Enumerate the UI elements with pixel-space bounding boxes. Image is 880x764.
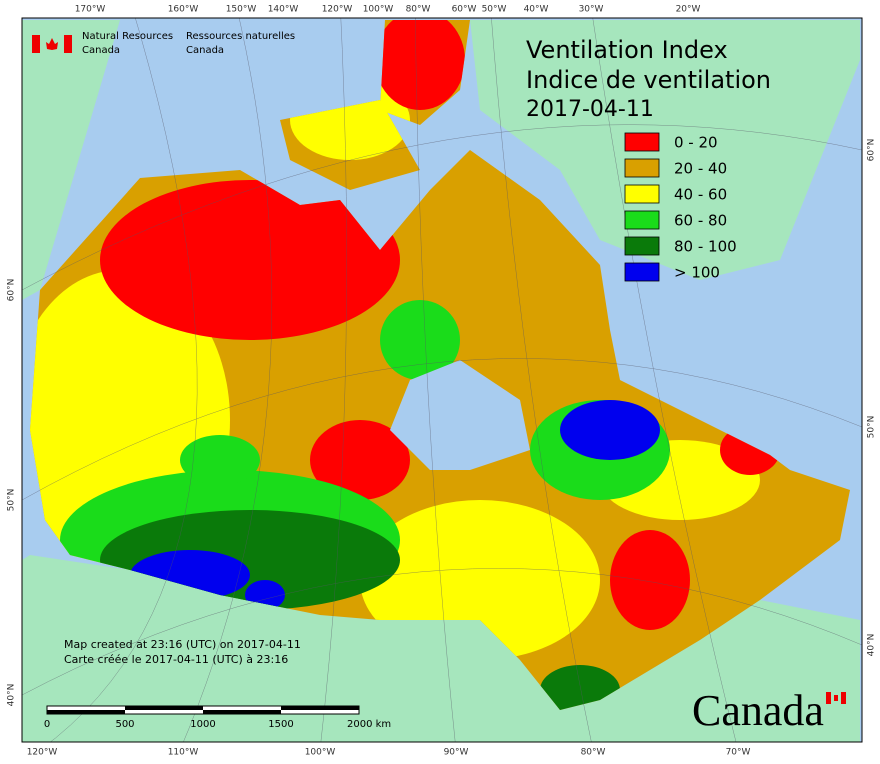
hudson-bay	[390, 360, 530, 470]
latitude-label: 50°N	[7, 489, 17, 512]
agency-en: Canada	[82, 45, 120, 56]
legend-swatch	[624, 262, 660, 282]
longitude-label: 100°W	[305, 748, 336, 758]
legend-swatch	[624, 184, 660, 204]
legend-swatch	[624, 132, 660, 152]
agency-fr: Ressources naturelles	[186, 31, 295, 42]
latitude-label: 50°N	[867, 416, 877, 439]
legend-label: 60 - 80	[674, 212, 727, 230]
legend-swatch	[624, 210, 660, 230]
scale-label: 2000 km	[347, 719, 391, 730]
map-title: Ventilation Index	[526, 36, 728, 64]
scale-label: 500	[115, 719, 134, 730]
legend-swatch	[624, 236, 660, 256]
footer-note: Carte créée le 2017-04-11 (UTC) à 23:16	[64, 653, 288, 666]
united-states	[22, 555, 860, 742]
latitude-label: 60°N	[867, 139, 877, 162]
map-frame	[21, 17, 863, 743]
latitude-label: 40°N	[867, 634, 877, 657]
longitude-label: 160°W	[168, 5, 199, 15]
legend-swatch	[624, 158, 660, 178]
map-date: 2017-04-11	[526, 97, 654, 122]
longitude-label: 110°W	[168, 748, 199, 758]
scale-label: 0	[44, 719, 50, 730]
map-body	[22, 18, 862, 742]
alaska	[22, 20, 120, 300]
scale-label: 1500	[268, 719, 293, 730]
legend-label: 40 - 60	[674, 186, 727, 204]
longitude-label: 140°W	[268, 5, 299, 15]
longitude-label: 170°W	[75, 5, 106, 15]
longitude-label: 50°W	[482, 5, 507, 15]
longitude-label: 30°W	[579, 5, 604, 15]
longitude-label: 90°W	[444, 748, 469, 758]
wordmark-flag	[826, 692, 846, 704]
longitude-label: 80°W	[581, 748, 606, 758]
longitude-label: 120°W	[27, 748, 58, 758]
greenland	[470, 20, 860, 280]
agency-fr: Canada	[186, 45, 224, 56]
longitude-label: 100°W	[363, 5, 394, 15]
scale-bar	[46, 705, 360, 715]
legend-label: 20 - 40	[674, 160, 727, 178]
latitude-label: 40°N	[7, 684, 17, 707]
map-title: Indice de ventilation	[526, 66, 771, 94]
latitude-label: 60°N	[7, 279, 17, 302]
legend-label: 0 - 20	[674, 134, 718, 152]
legend-label: 80 - 100	[674, 238, 737, 256]
longitude-label: 120°W	[322, 5, 353, 15]
longitude-label: 80°W	[406, 5, 431, 15]
agency-logo	[32, 35, 72, 53]
graticule-lines	[22, 18, 862, 742]
wordmark: Canada	[692, 686, 824, 735]
longitude-label: 40°W	[524, 5, 549, 15]
scale-label: 1000	[190, 719, 215, 730]
agency-en: Natural Resources	[82, 31, 173, 42]
longitude-label: 60°W	[452, 5, 477, 15]
footer-note: Map created at 23:16 (UTC) on 2017-04-11	[64, 638, 301, 651]
longitude-label: 70°W	[726, 748, 751, 758]
legend-label: > 100	[674, 264, 720, 282]
longitude-label: 150°W	[226, 5, 257, 15]
longitude-label: 20°W	[676, 5, 701, 15]
